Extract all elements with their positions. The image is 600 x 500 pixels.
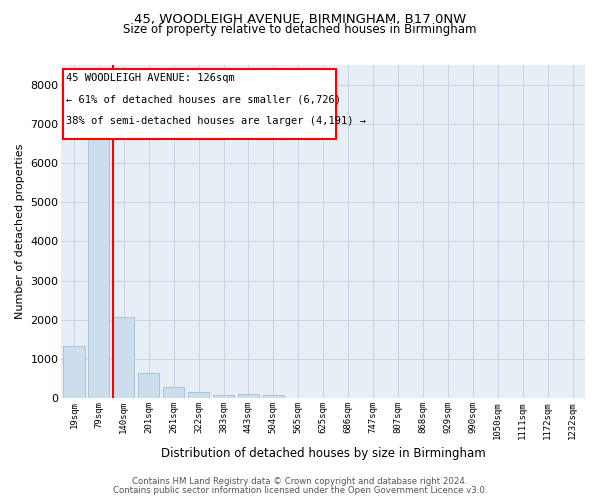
Text: 45, WOODLEIGH AVENUE, BIRMINGHAM, B17 0NW: 45, WOODLEIGH AVENUE, BIRMINGHAM, B17 0N… (134, 12, 466, 26)
Bar (238, 394, 259, 398)
FancyBboxPatch shape (63, 69, 335, 140)
Text: Size of property relative to detached houses in Birmingham: Size of property relative to detached ho… (123, 24, 477, 36)
Bar (113, 316, 134, 398)
Bar (263, 395, 284, 398)
Bar (163, 387, 184, 398)
Bar (188, 392, 209, 398)
Text: 38% of semi-detached houses are larger (4,191) →: 38% of semi-detached houses are larger (… (67, 116, 367, 126)
Bar (213, 395, 234, 398)
Bar (88, 139, 109, 398)
Text: 45 WOODLEIGH AVENUE: 126sqm: 45 WOODLEIGH AVENUE: 126sqm (67, 73, 235, 83)
Text: Contains HM Land Registry data © Crown copyright and database right 2024.: Contains HM Land Registry data © Crown c… (132, 477, 468, 486)
Bar (64, 346, 85, 399)
Bar (138, 373, 160, 398)
Text: Contains public sector information licensed under the Open Government Licence v3: Contains public sector information licen… (113, 486, 487, 495)
Y-axis label: Number of detached properties: Number of detached properties (15, 144, 25, 320)
X-axis label: Distribution of detached houses by size in Birmingham: Distribution of detached houses by size … (161, 447, 485, 460)
Text: ← 61% of detached houses are smaller (6,726): ← 61% of detached houses are smaller (6,… (67, 94, 341, 104)
